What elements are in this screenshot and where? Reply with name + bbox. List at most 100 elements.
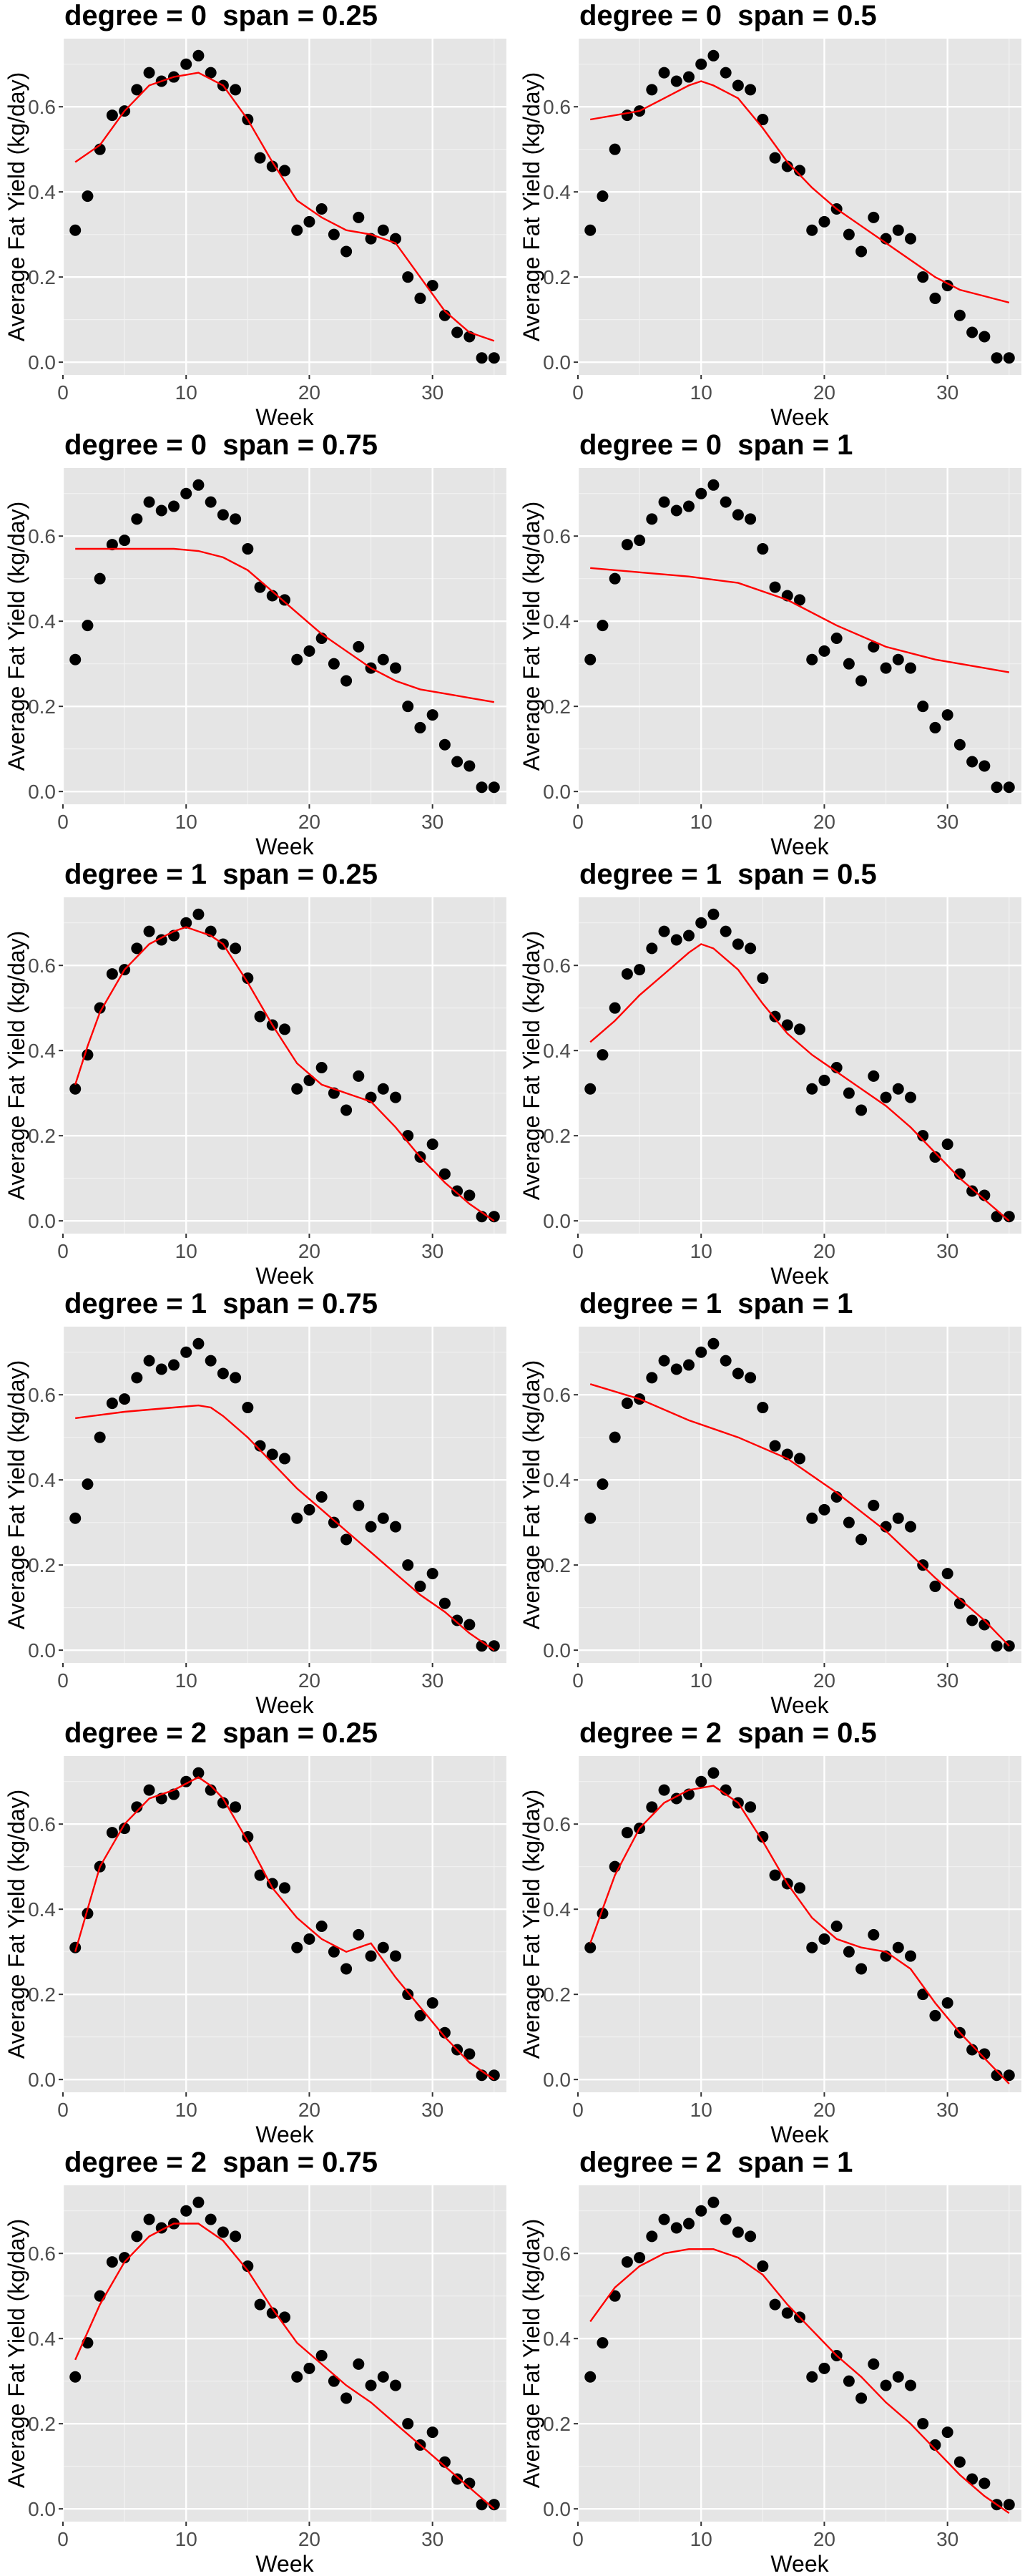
y-tick-label: 0.2 bbox=[28, 1984, 56, 2006]
y-tick-label: 0.2 bbox=[28, 2413, 56, 2435]
data-point bbox=[646, 1801, 658, 1813]
x-tick-label: 30 bbox=[936, 2099, 958, 2121]
data-point bbox=[377, 1083, 389, 1095]
data-point bbox=[303, 1503, 315, 1516]
data-point bbox=[180, 1346, 192, 1358]
data-point bbox=[941, 2426, 953, 2439]
y-tick-label: 0.4 bbox=[28, 1469, 56, 1491]
x-tick-label: 30 bbox=[421, 1240, 443, 1262]
data-point bbox=[855, 675, 868, 687]
y-tick-label: 0.6 bbox=[28, 1384, 56, 1406]
x-tick-label: 20 bbox=[298, 811, 320, 833]
data-point bbox=[291, 1941, 303, 1953]
data-point bbox=[794, 165, 805, 177]
data-point bbox=[868, 1070, 880, 1082]
y-tick-label: 0.0 bbox=[543, 2069, 571, 2091]
data-point bbox=[892, 224, 904, 236]
data-point bbox=[794, 1023, 805, 1035]
y-tick-label: 0.0 bbox=[28, 1210, 56, 1232]
data-point bbox=[818, 215, 830, 228]
data-point bbox=[119, 535, 131, 547]
data-point bbox=[1003, 2499, 1015, 2511]
x-tick-label: 30 bbox=[421, 381, 443, 404]
data-point bbox=[254, 1440, 266, 1452]
data-point bbox=[609, 143, 621, 155]
data-point bbox=[670, 1363, 682, 1375]
data-point bbox=[315, 1920, 328, 1932]
data-point bbox=[205, 67, 217, 79]
data-point bbox=[843, 1087, 855, 1099]
data-point bbox=[353, 2358, 365, 2370]
data-point bbox=[402, 1130, 414, 1142]
chart-panel: degree = 0 span = 0.75 0 10 20 30 0.0 0.2 0.4 0.… bbox=[0, 429, 515, 859]
chart-panel: degree = 0 span = 1 0 10 20 30 0.0 0.2 0.4 0.6 We… bbox=[515, 429, 1030, 859]
data-point bbox=[868, 2358, 880, 2370]
data-point bbox=[365, 2379, 377, 2391]
data-point bbox=[707, 2196, 720, 2208]
data-point bbox=[106, 1827, 118, 1839]
data-point bbox=[806, 1512, 818, 1524]
data-point bbox=[621, 2256, 633, 2268]
data-point bbox=[991, 781, 1003, 794]
x-tick-label: 20 bbox=[298, 1669, 320, 1692]
data-point bbox=[315, 2349, 328, 2361]
data-point bbox=[192, 479, 205, 491]
data-point bbox=[230, 513, 242, 525]
data-point bbox=[340, 1533, 353, 1546]
y-tick-label: 0.4 bbox=[28, 610, 56, 633]
data-point bbox=[279, 594, 290, 606]
fit-line bbox=[74, 926, 495, 1222]
data-point bbox=[426, 2426, 438, 2439]
x-tick-label: 0 bbox=[57, 381, 69, 404]
data-point bbox=[658, 925, 670, 937]
data-point bbox=[683, 2218, 695, 2230]
data-point bbox=[855, 1104, 868, 1116]
y-axis-title: Average Fat Yield (kg/day) bbox=[4, 931, 29, 1201]
data-point bbox=[929, 721, 941, 733]
data-point bbox=[855, 1963, 868, 1975]
data-point bbox=[230, 1801, 242, 1813]
data-point bbox=[917, 701, 929, 713]
data-point bbox=[180, 2205, 192, 2217]
data-point bbox=[402, 701, 414, 713]
y-tick-label: 0.0 bbox=[543, 1210, 571, 1232]
data-point bbox=[745, 1372, 757, 1384]
data-point bbox=[584, 2371, 597, 2383]
data-point bbox=[966, 756, 978, 768]
data-point bbox=[69, 1083, 82, 1095]
y-tick-label: 0.6 bbox=[543, 525, 571, 547]
data-point bbox=[892, 2371, 904, 2383]
data-point bbox=[192, 1767, 205, 1779]
y-tick-label: 0.6 bbox=[543, 2243, 571, 2265]
data-point bbox=[757, 114, 769, 126]
data-point bbox=[905, 1950, 916, 1962]
data-point bbox=[991, 1640, 1003, 1652]
data-point bbox=[217, 2226, 229, 2238]
data-point bbox=[464, 760, 476, 772]
data-point bbox=[82, 190, 94, 203]
data-point bbox=[464, 1189, 476, 1201]
y-tick-label: 0.4 bbox=[543, 181, 571, 203]
data-point bbox=[365, 1950, 377, 1962]
data-point bbox=[830, 632, 843, 644]
data-point bbox=[438, 738, 451, 751]
data-point bbox=[843, 1946, 855, 1958]
data-point bbox=[464, 2048, 476, 2060]
x-tick-label: 10 bbox=[175, 811, 197, 833]
x-tick-label: 20 bbox=[813, 2528, 835, 2550]
y-tick-label: 0.6 bbox=[28, 2243, 56, 2265]
data-point bbox=[143, 2213, 155, 2225]
x-tick-label: 10 bbox=[690, 2099, 712, 2121]
data-point bbox=[843, 1516, 855, 1528]
chart-panel: degree = 2 span = 0.75 0 10 20 30 0.0 0.2 0.4 0.… bbox=[0, 2147, 515, 2576]
data-point bbox=[757, 543, 769, 555]
y-tick-label: 0.2 bbox=[543, 1125, 571, 1147]
x-tick-label: 30 bbox=[936, 381, 958, 404]
data-point bbox=[402, 1559, 414, 1571]
data-point bbox=[597, 1049, 609, 1061]
data-point bbox=[646, 942, 658, 955]
data-point bbox=[180, 58, 192, 70]
data-point bbox=[390, 1091, 401, 1103]
plot-background bbox=[578, 39, 1021, 375]
data-point bbox=[917, 2418, 929, 2430]
